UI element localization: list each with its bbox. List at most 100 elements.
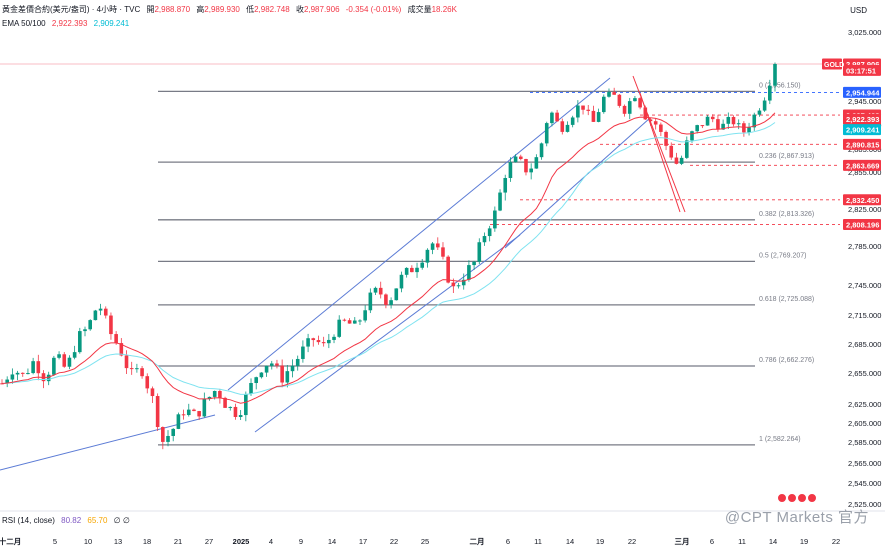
candle-body (757, 110, 762, 115)
candle-body (378, 287, 383, 295)
price-label-text: 2,922.393 (846, 115, 879, 124)
candle-body (62, 354, 67, 367)
y-tick-label: 2,825.000 (848, 205, 881, 214)
y-tick-label: 2,525.000 (848, 500, 881, 509)
candle-body (285, 371, 290, 383)
candle-body (726, 116, 731, 124)
x-tick-label: 10 (84, 537, 92, 546)
candle-body (67, 357, 72, 367)
high-label: 高 (196, 5, 205, 14)
x-tick-label: 25 (421, 537, 429, 546)
x-tick-label: 17 (359, 537, 367, 546)
currency-label[interactable]: USD (850, 6, 867, 15)
candle-body (513, 156, 518, 163)
candle-body (145, 376, 150, 389)
y-tick-label: 2,945.000 (848, 97, 881, 106)
candle-body (441, 247, 445, 257)
candle-body (669, 145, 674, 158)
candle-body (410, 267, 414, 273)
candle-body (311, 338, 316, 341)
candle-body (685, 140, 689, 158)
candle-body (742, 123, 746, 133)
candle-body (57, 354, 61, 358)
candle-body (451, 282, 456, 287)
candle-body (705, 116, 710, 126)
candle-body (264, 365, 269, 373)
candle-body (565, 124, 570, 132)
candle-body (498, 192, 502, 211)
candle-body (493, 210, 497, 229)
candle-body (570, 117, 575, 125)
candle-body (700, 125, 705, 127)
candle-body (435, 243, 440, 248)
candle-body (659, 124, 663, 132)
candle-body (399, 274, 404, 289)
candle-body (415, 267, 419, 273)
x-tick-label: 2025 (233, 537, 250, 546)
candle-body (275, 363, 279, 366)
trend-line (254, 234, 521, 433)
x-tick-label: 18 (143, 537, 151, 546)
candle-body (420, 262, 425, 268)
candle-body (306, 338, 310, 347)
candle-body (52, 357, 56, 375)
open-value: 2,988.870 (154, 5, 191, 14)
fib-label: 0.236 (2,867.913) (759, 153, 814, 160)
volume-value: 18.26K (431, 5, 457, 14)
candle-body (332, 336, 336, 340)
price-label-text: 03:17:51 (846, 66, 876, 75)
candle-body (78, 331, 82, 353)
rsi-ma-value: 65.70 (87, 516, 108, 525)
price-label-box (843, 124, 881, 136)
candle-body (529, 168, 533, 173)
candle-body (20, 372, 25, 374)
ema-legend[interactable]: EMA 50/100 2,922.393 2,909.241 (2, 19, 133, 28)
trend-line (504, 117, 651, 249)
ema100-value: 2,909.241 (93, 19, 130, 28)
x-tick-label: 22 (628, 537, 636, 546)
price-label-box (843, 86, 881, 98)
candle-body (161, 427, 165, 442)
candle-body (581, 105, 585, 110)
symbol-header: 黃金差價合約(美元/盎司) · 4小時 · TVC 開2,988.870 高2,… (2, 4, 461, 15)
ema-label: EMA 50/100 (2, 19, 46, 28)
candle-body (171, 428, 176, 436)
candle-body (576, 105, 580, 118)
change-value: -0.354 (-0.01%) (345, 5, 402, 14)
price-label-text: 2,987.906 (846, 60, 879, 69)
candle-body (601, 96, 606, 113)
candle-body (223, 397, 227, 408)
symbol-name: 黃金差價合約(美元/盎司) · 4小時 · TVC (2, 5, 141, 14)
candle-body (731, 116, 736, 125)
candle-body (233, 406, 238, 418)
candle-body (280, 365, 284, 383)
candle-body (176, 414, 181, 429)
fib-label: 0.382 (2,813.326) (759, 211, 814, 218)
candle-body (197, 411, 201, 417)
high-value: 2,989.930 (204, 5, 240, 14)
candle-body (622, 105, 627, 114)
candle-body (5, 379, 9, 384)
price-label-text: 2,808.196 (846, 221, 879, 230)
candle-body (103, 308, 108, 316)
candle-body (202, 398, 207, 417)
candle-body (596, 112, 601, 122)
watermark: @CPT Markets 官方 (724, 509, 869, 526)
candle-body (560, 121, 565, 132)
y-tick-label: 2,715.000 (848, 311, 881, 320)
close-label: 收 (295, 5, 304, 14)
x-tick-label: 21 (174, 537, 182, 546)
candle-body (140, 368, 144, 377)
low-value: 2,982.748 (254, 5, 290, 14)
candle-body (586, 109, 591, 111)
x-tick-label: 13 (114, 537, 122, 546)
candle-body (119, 343, 124, 356)
candle-body (98, 308, 103, 311)
candle-body (363, 310, 367, 321)
x-tick-label: 4 (269, 537, 273, 546)
candle-body (166, 435, 170, 442)
candle-body (534, 157, 539, 169)
candle-body (710, 116, 715, 120)
rsi-legend[interactable]: RSI (14, close) 80.82 65.70 ∅ ∅ (2, 516, 134, 525)
